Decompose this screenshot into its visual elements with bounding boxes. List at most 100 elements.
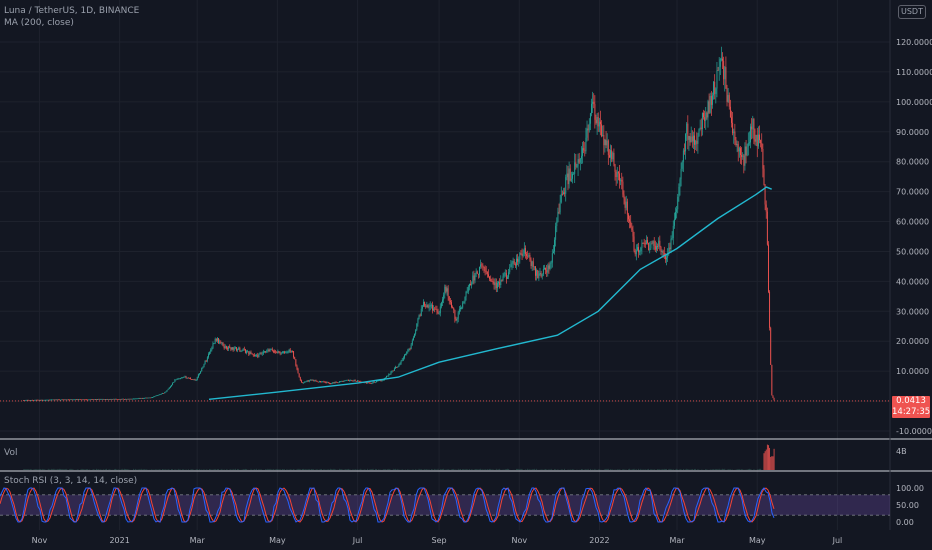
candle-body (397, 366, 399, 368)
candle-body (653, 241, 655, 246)
volume-bar (439, 469, 441, 470)
volume-bar (250, 468, 252, 470)
volume-bar (443, 468, 445, 470)
candle-body (92, 399, 94, 400)
volume-bar (395, 468, 396, 470)
candle-body (354, 380, 356, 382)
candle-body (110, 399, 112, 400)
volume-bar (638, 468, 639, 470)
volume-bar (348, 468, 349, 470)
candle-body (124, 398, 125, 400)
y-tick-label: 30.0000 (896, 307, 929, 316)
candle-body (326, 382, 328, 383)
candle-body (546, 270, 548, 273)
candle-body (597, 116, 599, 127)
volume-legend[interactable]: Vol (4, 448, 18, 458)
candle-body (119, 399, 121, 400)
candle-body (297, 368, 299, 374)
candle-body (453, 307, 455, 311)
candle-body (541, 274, 543, 277)
candle-body (426, 305, 428, 308)
currency-badge[interactable]: USDT (898, 5, 926, 19)
candle-body (275, 351, 277, 353)
candle-body (267, 349, 269, 351)
volume-bar (682, 468, 684, 470)
symbol-legend[interactable]: Luna / TetherUS, 1D, BINANCE (4, 6, 140, 16)
volume-bar (430, 469, 432, 470)
candle-body (695, 140, 697, 145)
volume-bar (517, 468, 518, 470)
candle-body (264, 351, 265, 353)
candle-body (550, 262, 552, 264)
candle-body (240, 350, 242, 352)
volume-bar (598, 469, 600, 470)
volume-bar (771, 456, 773, 470)
volume-bar (647, 469, 648, 470)
candle-body (718, 66, 720, 71)
candle-body (200, 371, 202, 374)
volume-bar (115, 468, 116, 470)
candle-body (229, 346, 231, 348)
candle-body (122, 398, 124, 400)
candle-body (624, 198, 626, 208)
candles (23, 46, 775, 402)
candle-body (640, 247, 642, 252)
candle-body (292, 350, 293, 352)
volume-bar (62, 469, 64, 470)
candle-body (137, 398, 139, 400)
volume-bar (175, 469, 177, 470)
candle-body (399, 363, 401, 365)
candle-body (134, 398, 135, 400)
candle-body (147, 397, 149, 399)
candle-body (194, 379, 196, 381)
volume-bar (106, 468, 107, 470)
candle-body (625, 201, 627, 208)
candle-body (650, 243, 652, 249)
ma-legend[interactable]: MA (200, close) (4, 18, 74, 28)
candle-body (295, 359, 297, 366)
volume-bar (53, 468, 55, 470)
candle-body (557, 211, 559, 222)
candle-body (532, 261, 534, 268)
volume-bar (527, 468, 529, 470)
candle-body (636, 247, 638, 251)
candle-body (593, 101, 595, 105)
candle-body (411, 340, 413, 345)
candle-body (333, 382, 335, 384)
candle-body (104, 399, 106, 400)
candle-body (622, 181, 624, 195)
volume-bar (98, 469, 100, 470)
candle-body (239, 347, 241, 352)
candle-body (678, 186, 680, 197)
candle-body (89, 399, 91, 401)
volume-bar (85, 469, 87, 470)
candle-body (376, 380, 377, 383)
candle-body (549, 263, 551, 269)
volume-bar (182, 469, 184, 470)
candle-body (639, 251, 641, 253)
candle-body (59, 399, 60, 401)
volume-bar (605, 468, 607, 470)
volume-bar (253, 469, 255, 470)
candle-body (308, 379, 310, 382)
candle-body (467, 286, 469, 292)
candle-body (705, 112, 707, 121)
last-price-value: 0.0413 (896, 396, 926, 406)
candle-body (117, 399, 119, 400)
volume-bar (306, 469, 308, 470)
volume-bar (672, 469, 674, 470)
volume-bar (569, 469, 571, 470)
candle-body (387, 375, 389, 377)
candle-body (140, 398, 142, 399)
volume-bar (293, 469, 294, 470)
candle-body (720, 58, 722, 60)
candle-body (436, 309, 438, 312)
candle-body (668, 247, 670, 255)
stoch-rsi-legend[interactable]: Stoch RSI (3, 3, 14, 14, close) (4, 476, 138, 486)
candle-body (253, 355, 255, 356)
volume-bar (354, 469, 356, 470)
candle-body (699, 127, 701, 129)
volume-bar (662, 469, 664, 470)
candle-body (43, 400, 45, 401)
